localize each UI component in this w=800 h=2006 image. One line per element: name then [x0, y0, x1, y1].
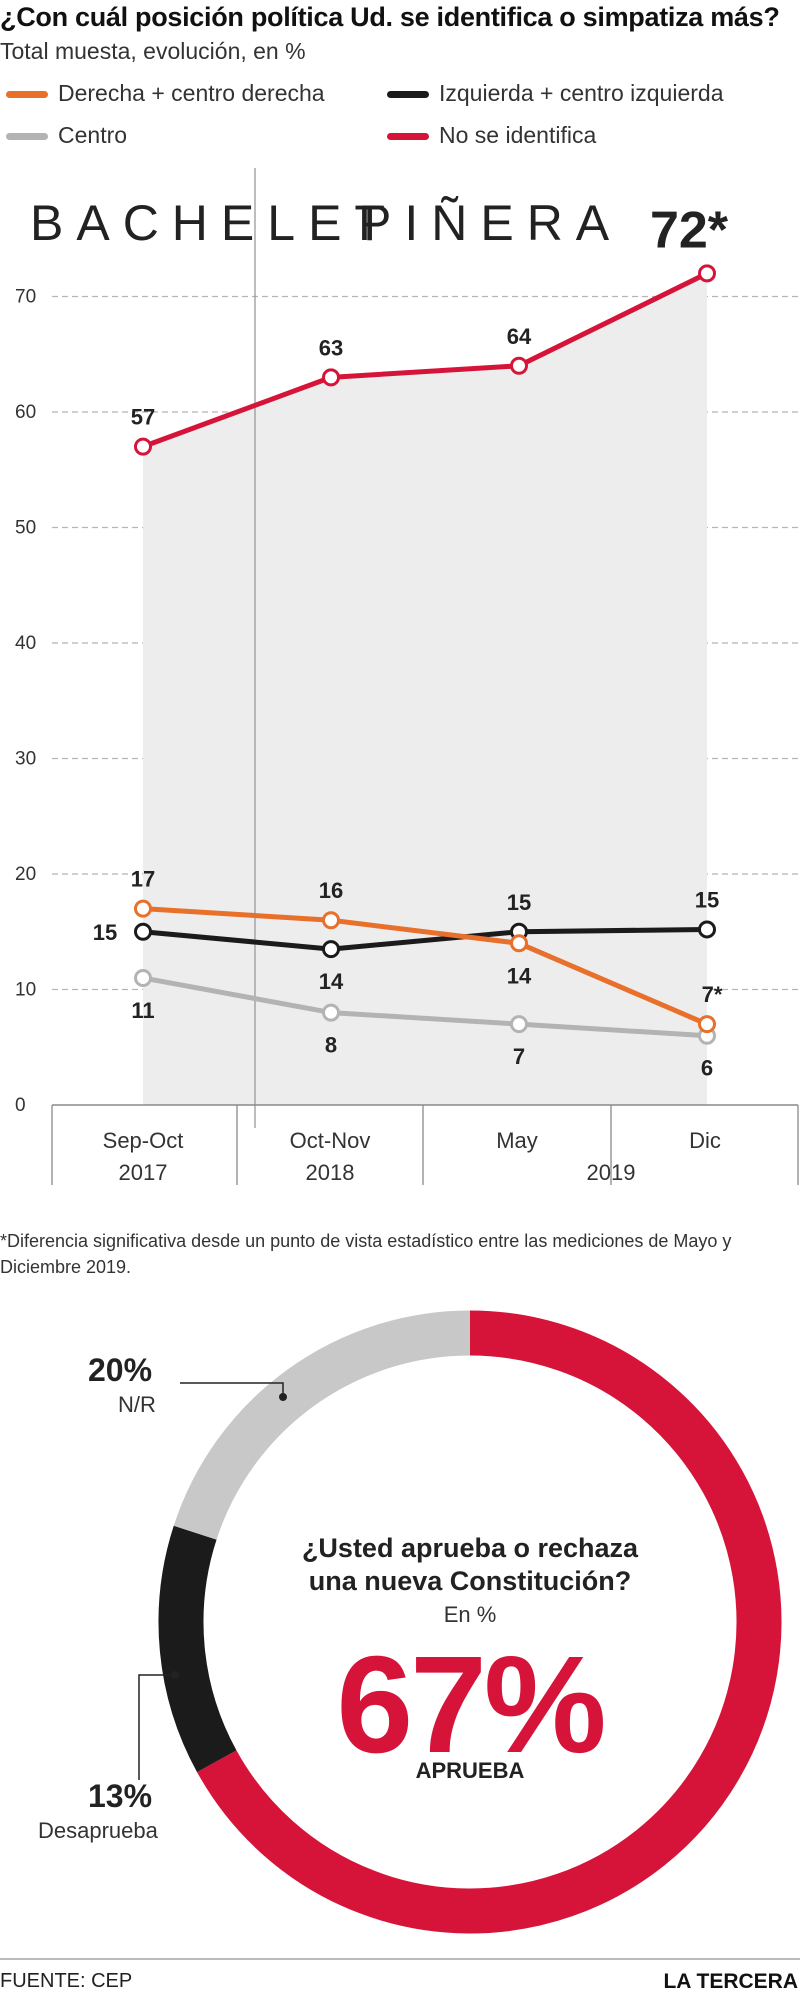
y-tick-label: 50: [15, 518, 36, 539]
series-line: [142, 906, 708, 1027]
data-point: [510, 1015, 528, 1034]
data-label: 14: [507, 963, 532, 988]
x-tick-label-year: 2017: [119, 1160, 168, 1185]
legend-swatch: [6, 133, 48, 141]
data-label: 8: [325, 1033, 337, 1058]
series-line: [142, 926, 708, 952]
data-point: [134, 437, 152, 456]
donut-chart: [138, 1310, 782, 1934]
series-line: [142, 975, 708, 1039]
bottom-rule: [0, 1958, 800, 1960]
data-label: 14: [319, 969, 344, 994]
donut-slice: [197, 1310, 782, 1934]
legend-item-centro: Centro: [6, 122, 127, 149]
y-tick-label: 70: [15, 287, 36, 308]
chart-title: ¿Con cuál posición política Ud. se ident…: [0, 2, 780, 32]
desaprueba-label: Desaprueba: [38, 1818, 158, 1843]
series-line: [142, 271, 709, 449]
y-tick-label: 40: [15, 633, 36, 654]
x-tick-label: Sep-Oct: [103, 1128, 184, 1153]
data-point: [322, 940, 340, 959]
data-point: [134, 899, 152, 918]
legend-label: Derecha + centro derecha: [58, 80, 325, 106]
data-point: [698, 920, 716, 939]
legend-item-no-se-identifica: No se identifica: [387, 122, 596, 149]
legend-label: No se identifica: [439, 122, 597, 148]
donut-question-line1: ¿Usted aprueba o rechaza: [301, 1533, 639, 1563]
chart-subtitle: Total muesta, evolución, en %: [0, 38, 306, 64]
data-point: [322, 911, 340, 930]
legend-label: Centro: [58, 122, 128, 148]
legend-item-derecha: Derecha + centro derecha: [6, 80, 325, 107]
data-label: 17: [131, 867, 155, 892]
period-label-pinera: PIÑERA: [358, 195, 622, 251]
area-fill-no-se-identifica: [143, 273, 707, 1105]
data-label: 16: [319, 878, 343, 903]
x-year-group-label: 2019: [587, 1160, 636, 1185]
leader-dot-desaprueba: [171, 1671, 179, 1679]
donut-approve-value: 67%: [336, 1628, 606, 1782]
footnote: *Diferencia significativa desde un punto…: [0, 1231, 732, 1277]
brand-logo: LA TERCERA: [663, 1970, 798, 1993]
leader-dot-nr: [279, 1393, 287, 1401]
donut-slice: [158, 1525, 237, 1773]
leader-line-desaprueba: [138, 1674, 175, 1780]
donut-question: ¿Usted aprueba o rechaza una nueva Const…: [285, 1532, 655, 1598]
data-label: 64: [507, 324, 532, 349]
data-point: [134, 968, 152, 987]
data-point: [510, 356, 528, 375]
nr-value: 20%: [88, 1352, 153, 1388]
data-label: 15: [507, 890, 531, 915]
data-label: 15: [695, 887, 719, 912]
y-tick-label: 30: [15, 749, 36, 770]
donut-question-line2: una nueva Constitución?: [308, 1566, 632, 1596]
donut-unit: En %: [443, 1602, 497, 1627]
y-tick-label: 20: [15, 864, 36, 885]
y-tick-label: 60: [15, 402, 36, 423]
data-label: 7: [513, 1044, 525, 1069]
x-tick-label: May: [496, 1128, 538, 1153]
legend-swatch: [387, 91, 429, 99]
x-tick-label: Dic: [689, 1128, 721, 1153]
x-tick-label: Oct-Nov: [290, 1128, 371, 1153]
data-label: 7*: [702, 982, 723, 1007]
period-label-bachelet: BACHELET: [30, 195, 398, 251]
legend-swatch: [6, 91, 48, 99]
legend-item-izquierda: Izquierda + centro izquierda: [387, 80, 723, 107]
data-point: [134, 922, 152, 941]
legend-label: Izquierda + centro izquierda: [439, 80, 724, 106]
donut-approve-label: APRUEBA: [415, 1758, 525, 1783]
data-point: [698, 264, 716, 283]
data-point: [698, 1015, 716, 1034]
y-tick-label: 10: [15, 980, 36, 1001]
desaprueba-value: 13%: [88, 1778, 153, 1814]
source: FUENTE: CEP: [0, 1970, 133, 1992]
data-label: 11: [131, 998, 154, 1023]
data-label: 63: [319, 335, 343, 360]
data-point: [322, 368, 340, 387]
data-point: [510, 934, 528, 953]
data-label: 6: [701, 1056, 713, 1081]
data-label: 57: [131, 405, 155, 430]
nr-label: N/R: [118, 1392, 156, 1417]
legend-swatch: [387, 133, 429, 141]
y-tick-label: 0: [15, 1095, 26, 1116]
x-tick-label-year: 2018: [306, 1160, 355, 1185]
leader-line-nr: [180, 1382, 284, 1397]
donut-slice: [173, 1310, 471, 1540]
data-label: 72*: [650, 201, 729, 259]
data-point: [322, 1003, 340, 1022]
data-label: 15: [93, 920, 117, 945]
